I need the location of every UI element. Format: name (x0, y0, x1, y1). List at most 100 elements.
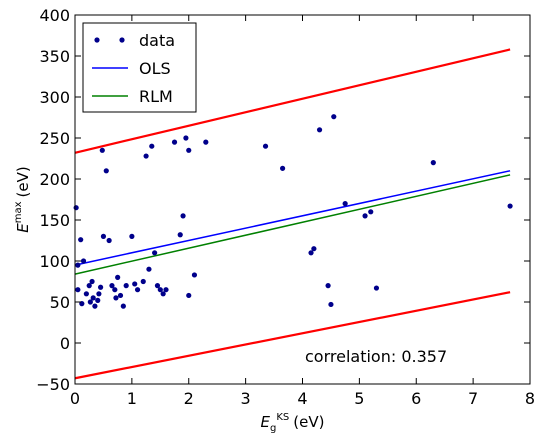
data-point-7 (86, 283, 92, 289)
data-point-24 (120, 303, 126, 309)
data-point-10 (90, 295, 96, 301)
x-axis-label-main: E (261, 413, 271, 431)
x-axis-label-unit: (eV) (293, 413, 324, 431)
data-point-43 (186, 292, 192, 299)
x-tick-label-7: 7 (468, 389, 478, 408)
data-point-32 (149, 143, 155, 149)
data-point-30 (143, 153, 149, 159)
x-tick-label-3: 3 (241, 389, 251, 408)
data-point-58 (430, 160, 436, 166)
y-tick-label-0: −50 (36, 375, 70, 394)
data-point-15 (99, 147, 105, 153)
data-point-55 (362, 213, 368, 219)
data-point-1 (75, 262, 81, 268)
data-point-52 (328, 301, 334, 308)
data-point-13 (96, 291, 102, 297)
x-axis-label: EgKS (eV) (261, 412, 325, 434)
data-point-18 (106, 237, 112, 244)
x-tick-label-0: 0 (70, 389, 80, 408)
data-point-11 (92, 303, 98, 309)
y-axis-label-unit: (eV) (14, 166, 32, 197)
data-points (73, 114, 513, 309)
y-tick-label-4: 150 (39, 211, 70, 230)
data-point-27 (132, 281, 138, 287)
y-tick-label-1: 0 (60, 334, 70, 353)
y-tick-label-7: 300 (39, 88, 70, 107)
y-axis-label: Emax (eV) (13, 166, 32, 232)
data-point-0 (73, 205, 79, 211)
data-point-49 (311, 246, 317, 252)
legend-label-rlm: RLM (139, 87, 173, 106)
data-point-17 (103, 168, 109, 174)
data-point-16 (100, 233, 107, 239)
x-tick-label-8: 8 (525, 389, 535, 408)
upper-bound-line (74, 48, 511, 154)
y-tick-label-5: 200 (39, 170, 70, 189)
data-point-40 (180, 213, 186, 219)
legend-label-data: data (139, 31, 175, 50)
data-point-28 (134, 287, 141, 293)
x-axis-label-sup: KS (276, 412, 289, 423)
legend-marker-data-b (119, 37, 125, 43)
data-point-23 (117, 292, 124, 299)
rlm-line (74, 174, 511, 275)
data-point-12 (95, 297, 101, 303)
data-point-36 (160, 291, 166, 297)
data-point-35 (157, 287, 163, 293)
ols-line (74, 170, 511, 266)
data-point-6 (83, 291, 89, 297)
x-tick-label-5: 5 (354, 389, 364, 408)
data-point-54 (342, 201, 348, 207)
legend: data OLS RLM (82, 22, 197, 113)
x-tick-label-4: 4 (297, 389, 307, 408)
y-axis-label-main: E (14, 223, 32, 233)
data-point-56 (368, 209, 374, 215)
y-tick-label-3: 100 (39, 252, 70, 271)
data-point-19 (109, 283, 115, 289)
data-point-2 (75, 287, 81, 293)
legend-label-ols: OLS (139, 59, 171, 78)
y-tick-label-9: 400 (39, 6, 70, 25)
lower-bound-line (74, 291, 511, 380)
data-point-34 (154, 283, 161, 289)
data-point-50 (316, 127, 323, 133)
data-point-38 (171, 139, 178, 145)
y-axis-label-sup: max (13, 201, 24, 223)
data-point-44 (191, 272, 198, 278)
legend-marker-data-a (94, 37, 100, 43)
data-point-51 (325, 283, 331, 289)
data-point-53 (331, 114, 337, 120)
data-point-57 (373, 285, 380, 291)
data-point-25 (123, 283, 129, 289)
data-point-5 (80, 258, 87, 264)
y-tick-label-2: 50 (50, 293, 70, 312)
x-tick-label-6: 6 (411, 389, 421, 408)
data-point-20 (112, 287, 118, 293)
data-point-41 (183, 135, 189, 141)
data-point-29 (140, 278, 146, 285)
data-point-21 (113, 295, 119, 301)
bounds-lines (74, 48, 511, 380)
data-point-39 (177, 232, 183, 238)
fit-lines (74, 170, 511, 275)
data-point-46 (262, 143, 269, 149)
data-point-48 (308, 250, 314, 256)
y-tick-label-6: 250 (39, 129, 70, 148)
data-point-8 (87, 299, 93, 305)
data-point-42 (186, 147, 192, 153)
y-tick-label-8: 350 (39, 47, 70, 66)
data-point-47 (279, 165, 286, 171)
data-point-45 (203, 139, 209, 145)
data-point-14 (97, 284, 104, 290)
data-point-3 (78, 237, 84, 243)
x-tick-label-2: 2 (184, 389, 194, 408)
data-point-59 (507, 203, 513, 209)
data-point-26 (129, 233, 135, 239)
data-point-31 (146, 266, 152, 272)
correlation-annotation: correlation: 0.357 (305, 347, 447, 366)
data-point-9 (89, 278, 95, 285)
axis-ticks (74, 14, 531, 385)
data-point-33 (152, 250, 158, 256)
